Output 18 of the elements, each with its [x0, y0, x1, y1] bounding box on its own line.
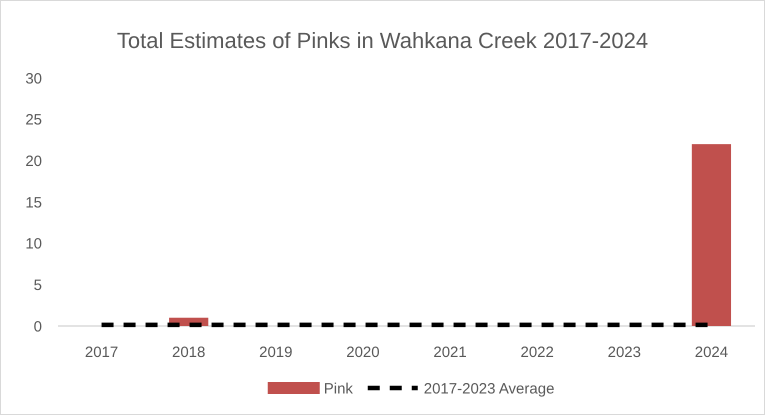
y-tick-label: 20	[25, 152, 42, 170]
x-tick-label: 2018	[172, 344, 206, 361]
y-tick-label: 5	[34, 276, 42, 294]
y-tick-label: 15	[25, 194, 42, 212]
x-tick-label: 2020	[346, 344, 380, 361]
legend-label: Pink	[324, 380, 354, 398]
x-tick-label: 2021	[433, 344, 467, 361]
x-tick-label: 2022	[520, 344, 554, 361]
y-tick-label: 25	[25, 112, 42, 129]
y-tick-label: 10	[25, 236, 42, 253]
x-tick-label: 2024	[694, 344, 728, 361]
y-tick-label: 0	[34, 318, 42, 336]
legend-label: 2017-2023 Average	[424, 380, 554, 398]
x-tick-label: 2023	[608, 344, 641, 361]
chart-title: Total Estimates of Pinks in Wahkana Creek 2017-2024	[116, 28, 648, 53]
x-tick-label: 2019	[259, 344, 292, 361]
y-tick-label: 30	[25, 70, 42, 88]
x-tick-label: 2017	[84, 344, 118, 361]
